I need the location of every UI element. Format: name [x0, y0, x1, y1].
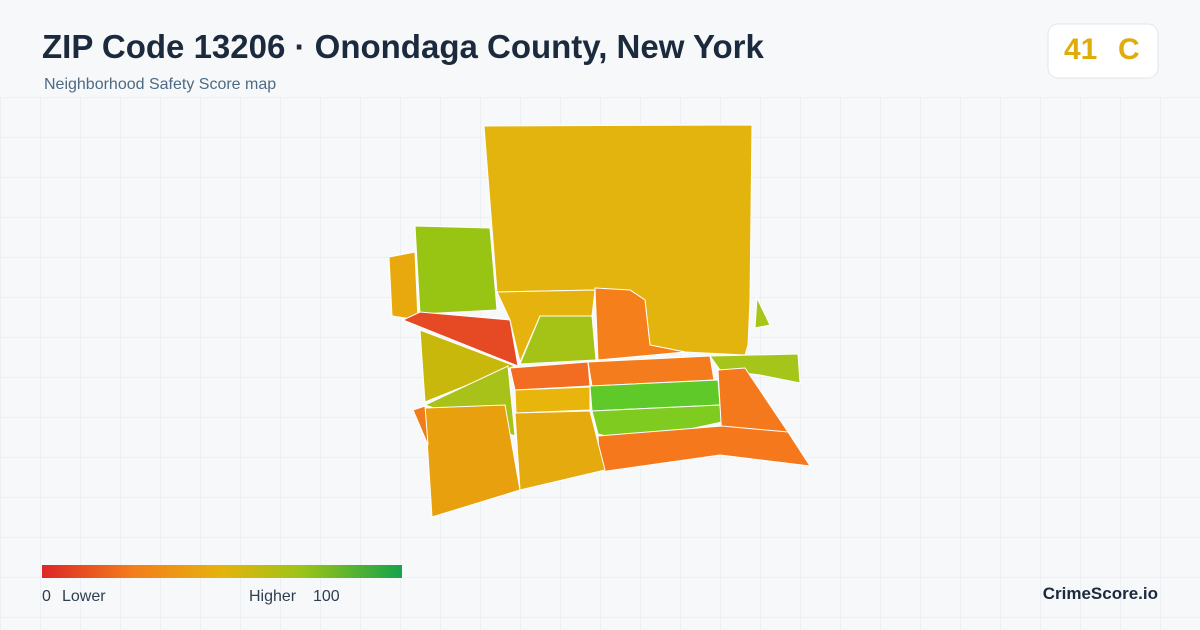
area — [519, 315, 597, 365]
title: ZIP Code 13206 · Onondaga County, New Yo… — [42, 28, 764, 65]
area — [514, 386, 591, 414]
legend-max-label: Higher — [249, 588, 297, 605]
legend-min: 0 — [42, 588, 51, 605]
area — [754, 296, 771, 329]
zip-areas — [388, 124, 812, 518]
score-badge — [1047, 23, 1159, 79]
score-value: 41 — [1064, 33, 1098, 66]
area — [388, 251, 419, 321]
brand: CrimeScore.io — [1042, 584, 1158, 603]
area — [514, 410, 606, 491]
legend-gradient — [42, 565, 402, 578]
area — [597, 425, 812, 473]
area — [594, 287, 686, 361]
legend-min-label: Lower — [62, 588, 106, 605]
legend-max: 100 — [313, 588, 340, 605]
score-grade: C — [1118, 33, 1140, 66]
area — [709, 353, 801, 384]
area — [414, 225, 498, 315]
area — [412, 405, 429, 446]
subtitle: Neighborhood Safety Score map — [44, 76, 277, 93]
